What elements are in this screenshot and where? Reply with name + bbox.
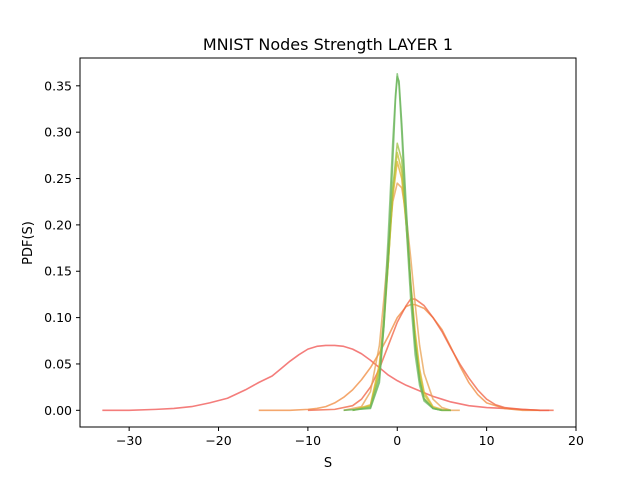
plot-frame xyxy=(79,57,577,428)
y-tick-label: 0.30 xyxy=(44,125,72,140)
x-axis-label: S xyxy=(324,456,332,471)
x-tick-label: 0 xyxy=(393,433,401,448)
x-tick-label: −30 xyxy=(116,433,142,448)
y-tick-label: 0.25 xyxy=(44,171,72,186)
y-tick-label: 0.10 xyxy=(44,310,72,325)
y-tick-label: 0.00 xyxy=(44,403,72,418)
series-line-1 xyxy=(102,344,550,412)
y-tick-label: 0.35 xyxy=(44,78,72,93)
y-axis: 0.00 0.05 0.10 0.15 0.20 0.25 0.30 0.35 xyxy=(44,78,80,418)
x-tick-label: −20 xyxy=(205,433,231,448)
x-tick-label: −10 xyxy=(295,433,321,448)
chart-title: MNIST Nodes Strength LAYER 1 xyxy=(203,35,453,54)
y-tick-label: 0.20 xyxy=(44,217,72,232)
y-tick-label: 0.15 xyxy=(44,264,72,279)
x-tick-label: 20 xyxy=(568,433,584,448)
x-tick-label: 10 xyxy=(479,433,495,448)
series-layer xyxy=(102,72,554,412)
y-axis-label: PDF(S) xyxy=(21,221,36,265)
y-tick-label: 0.05 xyxy=(44,356,72,371)
series-line-3 xyxy=(307,298,554,412)
x-axis: −30 −20 −10 0 10 20 xyxy=(116,427,584,448)
series-line-9 xyxy=(352,72,443,412)
